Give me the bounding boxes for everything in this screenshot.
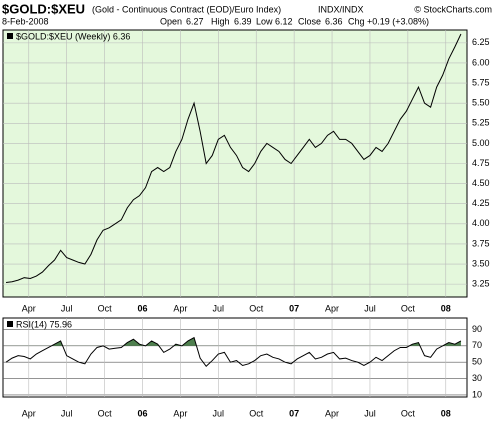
low: 6.12: [275, 16, 293, 26]
legend-swatch: [7, 321, 13, 327]
x-tick-label: Oct: [98, 303, 113, 313]
y-tick-label: 70: [472, 340, 482, 350]
overbought-area: [6, 337, 461, 346]
y-tick-label: 50: [472, 357, 482, 367]
open-label: Open: [160, 16, 182, 26]
x-tick-label: 07: [289, 303, 299, 313]
symbol: $GOLD:$XEU: [2, 1, 85, 16]
y-tick-label: 3.75: [472, 238, 490, 248]
x-tick-label: Apr: [22, 408, 36, 418]
open: 6.27: [186, 16, 204, 26]
y-tick-label: 3.50: [472, 258, 490, 268]
close: 6.36: [325, 16, 343, 26]
chg-label: Chg: [348, 16, 365, 26]
x-tick-label: Jul: [213, 303, 225, 313]
x-tick-label: Oct: [249, 303, 264, 313]
description: (Gold - Continuous Contract (EOD)/Euro I…: [92, 4, 281, 14]
x-tick-label: Apr: [22, 303, 36, 313]
quote: Open 6.27 High 6.39 Low 6.12 Close 6.36 …: [160, 16, 429, 26]
y-tick-label: 90: [472, 324, 482, 334]
x-tick-label: Oct: [401, 303, 416, 313]
x-tick-label: Apr: [325, 408, 339, 418]
x-tick-label: Jul: [61, 303, 73, 313]
y-tick-label: 6.25: [472, 37, 490, 47]
y-tick-label: 6.00: [472, 57, 490, 67]
x-tick-label: Apr: [325, 303, 339, 313]
chg: +0.19 (+3.08%): [367, 16, 429, 26]
x-tick-label: Oct: [98, 408, 113, 418]
legend-swatch: [7, 33, 13, 39]
y-tick-label: 5.75: [472, 77, 490, 87]
y-tick-label: 3.25: [472, 279, 490, 289]
x-tick-label: Oct: [401, 408, 416, 418]
y-tick-label: 4.50: [472, 178, 490, 188]
x-tick-label: Oct: [249, 408, 264, 418]
close-label: Close: [298, 16, 321, 26]
exchange: INDX/INDX: [318, 4, 364, 14]
y-tick-label: 4.25: [472, 198, 490, 208]
y-tick-label: 10: [472, 389, 482, 399]
high-label: High: [211, 16, 230, 26]
y-tick-label: 5.25: [472, 118, 490, 128]
legend: $GOLD:$XEU (Weekly) 6.36: [16, 31, 130, 41]
x-tick-label: Jul: [61, 408, 73, 418]
x-tick-label: Apr: [173, 408, 187, 418]
x-tick-label: Jul: [364, 303, 376, 313]
x-tick-label: 08: [441, 408, 451, 418]
x-tick-label: Jul: [364, 408, 376, 418]
y-tick-label: 5.00: [472, 138, 490, 148]
plot-area: [2, 317, 468, 398]
high: 6.39: [234, 16, 252, 26]
x-tick-label: 07: [289, 408, 299, 418]
x-tick-label: 06: [137, 408, 147, 418]
x-tick-label: 06: [137, 303, 147, 313]
series-line: [5, 336, 462, 368]
y-tick-label: 5.50: [472, 98, 490, 108]
x-tick-label: Apr: [173, 303, 187, 313]
low-label: Low: [256, 16, 273, 26]
y-tick-label: 30: [472, 373, 482, 383]
y-tick-label: 4.00: [472, 218, 490, 228]
series-line: [5, 33, 462, 284]
copyright: © StockCharts.com: [414, 4, 492, 14]
x-tick-label: Jul: [213, 408, 225, 418]
x-tick-label: 08: [441, 303, 451, 313]
y-tick-label: 4.75: [472, 158, 490, 168]
date: 8-Feb-2008: [2, 16, 49, 26]
legend: RSI(14) 75.96: [16, 319, 72, 329]
